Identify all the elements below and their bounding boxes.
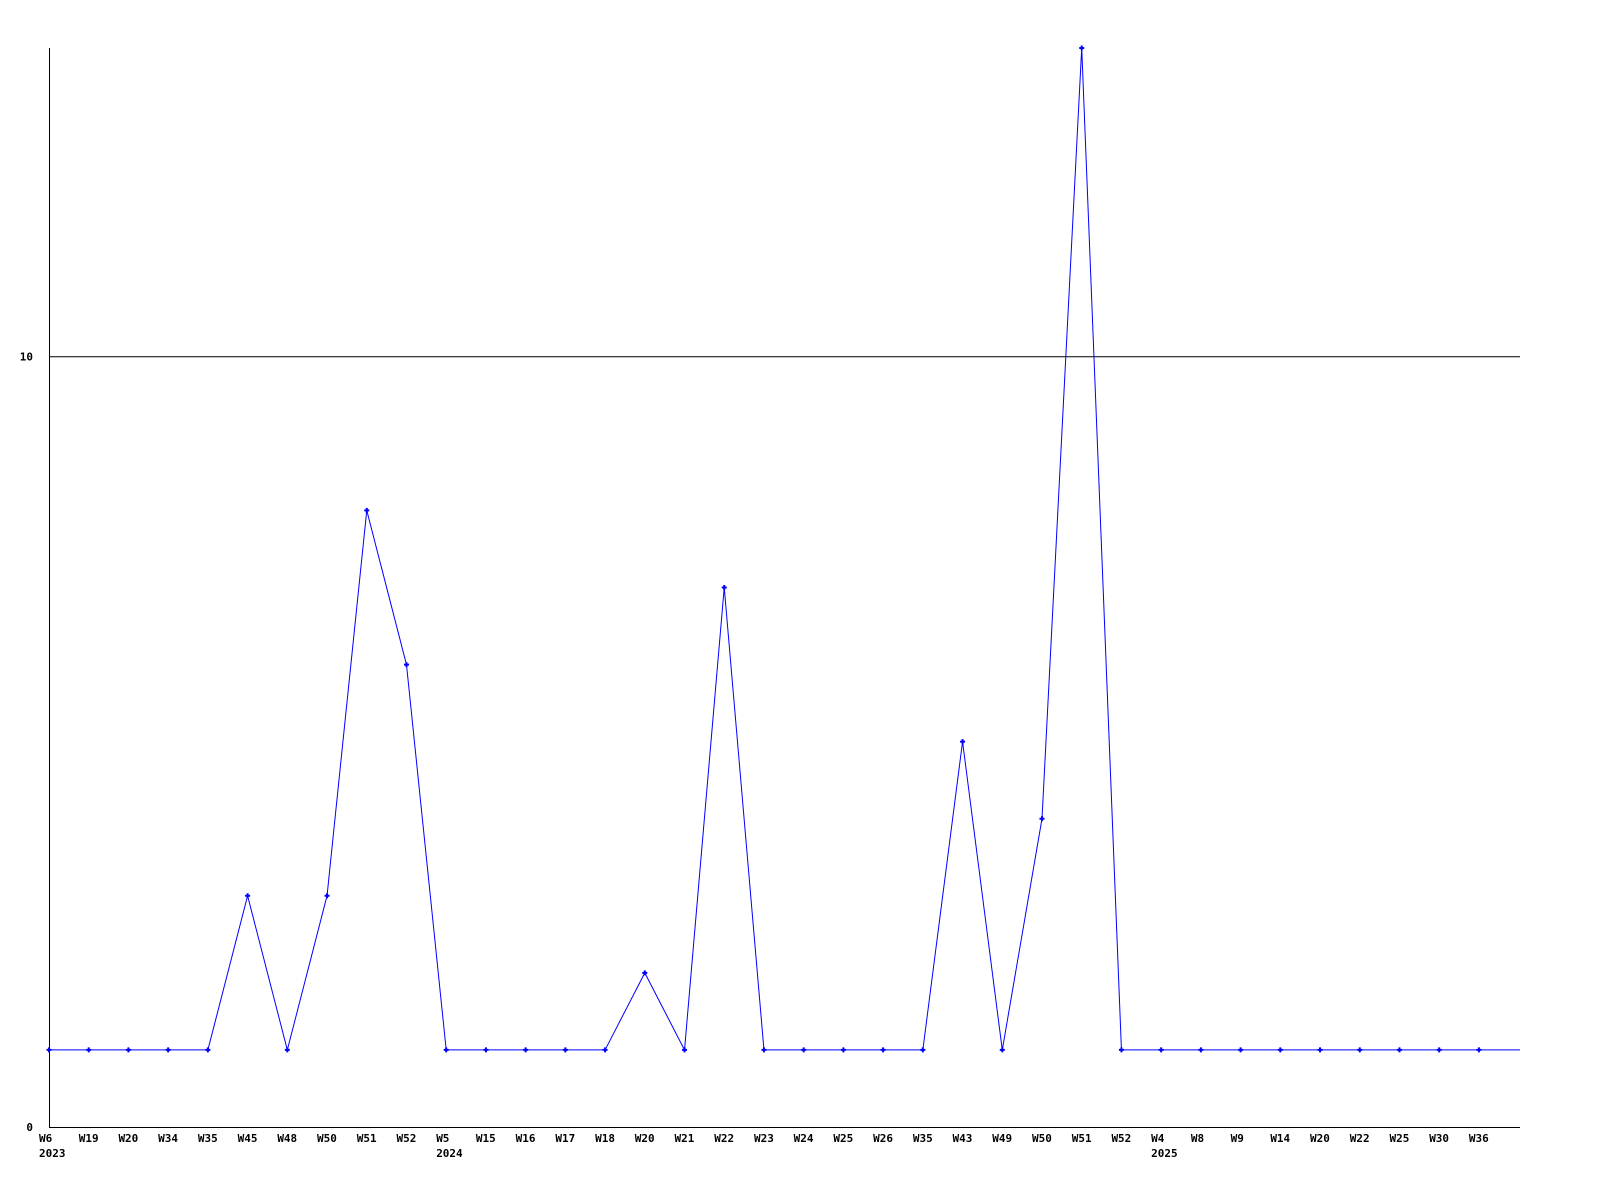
x-tick-label: W25 <box>1389 1132 1409 1145</box>
x-tick-label: W25 <box>833 1132 853 1145</box>
x-tick-label: W19 <box>79 1132 99 1145</box>
x-tick-label: W9 <box>1231 1132 1244 1145</box>
data-point <box>880 1047 886 1053</box>
year-label: 2025 <box>1151 1147 1178 1160</box>
x-tick-label: W34 <box>158 1132 178 1145</box>
x-tick-label: W20 <box>635 1132 655 1145</box>
y-tick-labels: 0 10 <box>20 350 33 1134</box>
x-tick-label: W35 <box>198 1132 218 1145</box>
x-tick-label: W52 <box>396 1132 416 1145</box>
data-point <box>761 1047 767 1053</box>
x-tick-label: W15 <box>476 1132 496 1145</box>
data-point <box>403 662 409 668</box>
y-tick-label: 0 <box>26 1121 33 1134</box>
x-tick-label: W26 <box>873 1132 893 1145</box>
data-point <box>483 1047 489 1053</box>
data-point <box>721 585 727 590</box>
data-point <box>1476 1047 1482 1053</box>
data-point <box>1158 1047 1164 1053</box>
data-point <box>1436 1047 1442 1053</box>
x-tick-label: W17 <box>555 1132 575 1145</box>
x-tick-label: W5 <box>436 1132 449 1145</box>
x-tick-label: W36 <box>1469 1132 1489 1145</box>
data-point <box>1198 1047 1204 1053</box>
x-tick-label: W21 <box>675 1132 695 1145</box>
x-tick-label: W4 <box>1151 1132 1165 1145</box>
x-tick-label: W8 <box>1191 1132 1204 1145</box>
data-point <box>125 1047 131 1053</box>
year-label: 2024 <box>436 1147 463 1160</box>
data-point <box>86 1047 92 1053</box>
data-series <box>46 45 1520 1053</box>
data-point <box>165 1047 171 1053</box>
data-point <box>801 1047 807 1053</box>
data-point <box>682 1047 688 1053</box>
x-tick-label: W22 <box>1350 1132 1370 1145</box>
x-tick-label: W16 <box>516 1132 536 1145</box>
x-tick-label: W43 <box>953 1132 973 1145</box>
x-tick-label: W50 <box>1032 1132 1052 1145</box>
x-tick-label: W45 <box>238 1132 258 1145</box>
year-label: 2023 <box>39 1147 66 1160</box>
data-point <box>1396 1047 1402 1053</box>
x-tick-label: W51 <box>1072 1132 1092 1145</box>
x-tick-label: W6 <box>39 1132 53 1145</box>
data-point <box>1079 45 1085 51</box>
data-point <box>1357 1047 1363 1053</box>
x-tick-label: W30 <box>1429 1132 1449 1145</box>
data-point <box>840 1047 846 1053</box>
data-point <box>364 507 370 513</box>
data-point <box>443 1047 449 1053</box>
data-point <box>642 970 648 976</box>
x-tick-label: W24 <box>794 1132 814 1145</box>
data-point <box>920 1047 926 1053</box>
y-tick-label: 10 <box>20 350 33 363</box>
data-point <box>1238 1047 1244 1053</box>
data-point <box>523 1047 529 1053</box>
x-tick-label: W14 <box>1270 1132 1290 1145</box>
x-tick-label: W20 <box>118 1132 138 1145</box>
data-point <box>205 1047 211 1053</box>
x-tick-label: W49 <box>992 1132 1012 1145</box>
x-tick-label: W22 <box>714 1132 734 1145</box>
data-point <box>284 1047 290 1053</box>
x-tick-label: W20 <box>1310 1132 1330 1145</box>
axes <box>49 48 1520 1128</box>
x-tick-label: W52 <box>1111 1132 1131 1145</box>
x-tick-label: W35 <box>913 1132 933 1145</box>
x-tick-label: W48 <box>277 1132 297 1145</box>
series-line <box>49 47 1520 1052</box>
data-point <box>1317 1047 1323 1053</box>
data-point <box>562 1047 568 1053</box>
data-point <box>1039 816 1045 822</box>
x-tick-label: W18 <box>595 1132 615 1145</box>
x-tick-label: W50 <box>317 1132 337 1145</box>
x-tick-label: W51 <box>357 1132 377 1145</box>
data-point <box>46 1047 52 1053</box>
data-point <box>245 893 251 899</box>
data-point <box>1118 1047 1124 1053</box>
data-point <box>1277 1047 1283 1053</box>
data-point <box>999 1047 1005 1053</box>
x-tick-label: W23 <box>754 1132 774 1145</box>
data-point <box>602 1047 608 1053</box>
data-point <box>324 893 330 899</box>
data-point <box>960 739 966 745</box>
x-tick-labels: W6 W19 W20 W34 W35 W45 W48 W50 W51 W52 W5 W15 W16 W17… <box>39 1132 1489 1160</box>
